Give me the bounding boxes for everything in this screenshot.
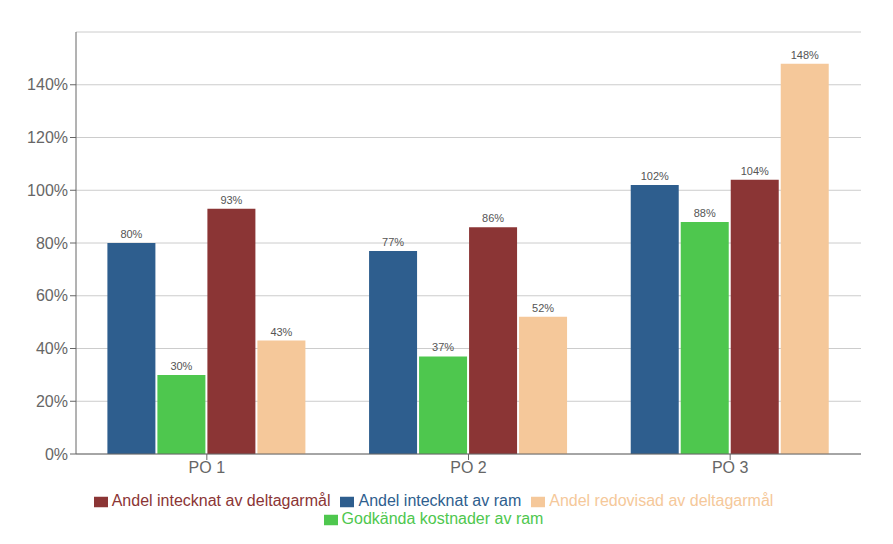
html-text:Andel intecknat av deltagarmål: Andel intecknat av deltagarmål	[111, 492, 331, 509]
svg-text:60%: 60%	[36, 287, 68, 304]
svg-text:40%: 40%	[36, 340, 68, 357]
svg-text:88%: 88%	[694, 207, 716, 219]
svg-text:43%: 43%	[270, 326, 292, 338]
svg-text:80%: 80%	[36, 235, 68, 252]
svg-text:30%: 30%	[170, 360, 192, 372]
svg-text:PO 3: PO 3	[712, 459, 749, 476]
svg-text:148%: 148%	[791, 49, 819, 61]
svg-text:93%: 93%	[220, 194, 242, 206]
svg-text:140%: 140%	[27, 76, 68, 93]
svg-text:52%: 52%	[532, 302, 554, 314]
svg-text:86%: 86%	[482, 212, 504, 224]
svg-text:PO 1: PO 1	[189, 459, 226, 476]
svg-text:0%: 0%	[45, 446, 68, 463]
svg-text:PO 2: PO 2	[450, 459, 487, 476]
svg-text:104%: 104%	[741, 165, 769, 177]
svg-text:80%: 80%	[120, 228, 142, 240]
svg-text:37%: 37%	[432, 341, 454, 353]
html-text:Andel redovisad av deltagarmål: Andel redovisad av deltagarmål	[549, 492, 774, 509]
html-text:Andel intecknat av ram: Andel intecknat av ram	[358, 492, 522, 509]
svg-text:20%: 20%	[36, 393, 68, 410]
svg-text:100%: 100%	[27, 182, 68, 199]
svg-text:102%: 102%	[641, 170, 669, 182]
svg-text:77%: 77%	[382, 236, 404, 248]
html-text:Godkända kostnader av ram: Godkända kostnader av ram	[341, 510, 544, 527]
svg-text:120%: 120%	[27, 129, 68, 146]
